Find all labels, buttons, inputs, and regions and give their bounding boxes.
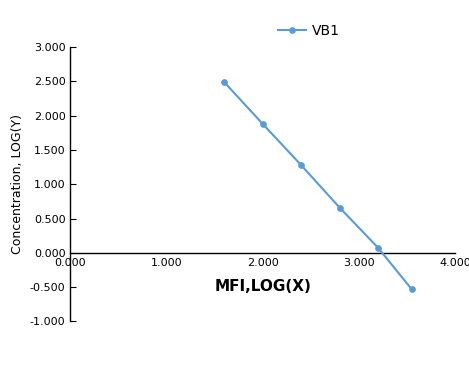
VB1 — [409, 287, 415, 292]
VB1 — [260, 122, 265, 126]
Legend: VB1: VB1 — [272, 18, 345, 44]
Y-axis label: Concentration, LOG(Y): Concentration, LOG(Y) — [11, 114, 24, 254]
VB1 — [298, 163, 304, 167]
VB1 — [221, 80, 227, 84]
X-axis label: MFI,LOG(X): MFI,LOG(X) — [214, 279, 311, 294]
VB1 — [337, 205, 342, 210]
VB1 — [375, 245, 381, 250]
Line: VB1: VB1 — [221, 79, 415, 292]
